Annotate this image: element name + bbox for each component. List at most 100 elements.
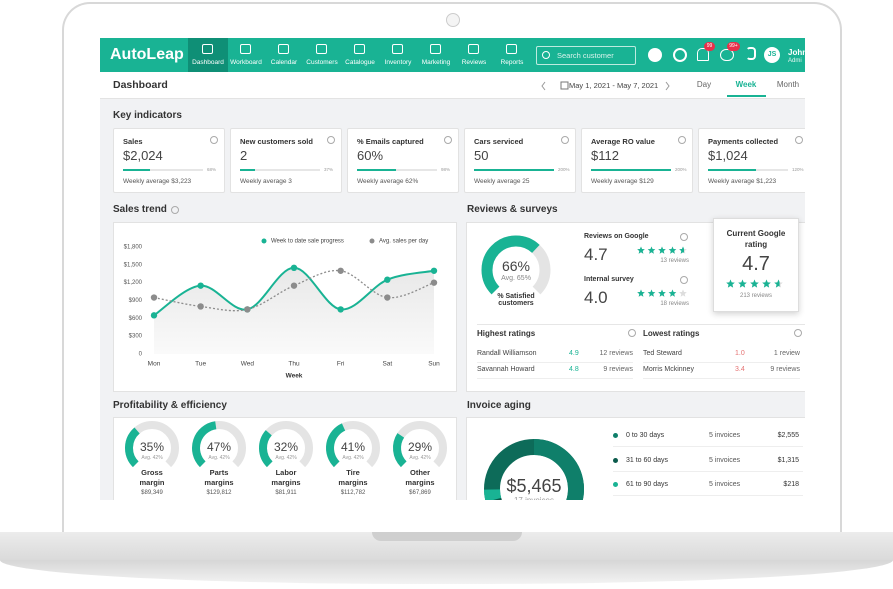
card-count: 213 reviews (739, 293, 772, 299)
review-count: 18 reviews (660, 301, 689, 307)
gauge-avg: Avg. 42% (342, 455, 364, 461)
star (637, 289, 645, 297)
reviewer-rating: 4.8 (569, 366, 579, 373)
progress-track (357, 169, 437, 171)
nav-item[interactable]: Reports (500, 59, 524, 66)
time-tab[interactable]: Week (735, 80, 757, 89)
row-divider (613, 446, 803, 447)
aging-range: 61 to 90 days (626, 481, 669, 488)
search-icon (542, 51, 550, 59)
nav-item[interactable]: Workboard (230, 59, 262, 66)
reviewer-rating: 3.4 (735, 366, 745, 373)
progress-label: 200% (675, 167, 687, 172)
current-rating-card: Current Google rating 4.7 213 reviews (713, 218, 799, 312)
kpi-average: Weekly average 25 (474, 178, 530, 185)
margin-name: Labor margins (271, 468, 301, 487)
avatar[interactable]: JS (764, 47, 780, 63)
star (647, 289, 656, 297)
chat-icon[interactable] (720, 49, 734, 61)
search-placeholder: Search customer (557, 51, 614, 60)
settings-icon[interactable] (673, 48, 687, 62)
nav-icon (278, 44, 289, 54)
nav-item[interactable]: Reviews (461, 59, 487, 66)
kpi-card: % Emails captured 60% 98% Weekly average 62… (347, 128, 459, 193)
kpi-card: Average RO value $112 200% Weekly average $… (581, 128, 693, 193)
star (762, 279, 771, 288)
search-box[interactable]: Search customer (536, 46, 636, 65)
point (337, 306, 344, 313)
nav-icon (316, 44, 327, 54)
line-chart: 0 $300 $600 $900 $1,200 $1,500 $1,800 Mon Tue Wed… (124, 238, 440, 380)
screen: AutoLeap Dashboard Workboard Calendar Custom… (100, 38, 805, 500)
nav-icon (240, 44, 251, 54)
progress-fill (474, 169, 554, 171)
camera (446, 13, 460, 27)
kpi-label: Cars serviced (474, 137, 524, 146)
star (668, 246, 677, 254)
reviewer-name: Savannah Howard (477, 366, 535, 373)
nav-item[interactable]: Dashboard (192, 59, 224, 66)
x-tick-label: Fri (337, 361, 345, 368)
gauge-value: 35% (139, 440, 165, 454)
reviewer-count: 1 review (773, 350, 800, 357)
date-range[interactable]: May 1, 2021 - May 7, 2021 (569, 81, 659, 90)
add-button[interactable] (648, 48, 662, 62)
info-icon (680, 276, 688, 284)
margin-amount: $112,782 (340, 490, 366, 496)
gauge-value: 32% (273, 440, 299, 454)
point (337, 267, 344, 274)
user-role: Admi (788, 58, 802, 64)
donut-segment (533, 439, 584, 500)
kpi-average: Weekly average $1,223 (708, 178, 777, 185)
time-tab[interactable]: Month (776, 80, 800, 89)
y-tick-label: $1,800 (124, 245, 143, 251)
gauge-fill (125, 427, 140, 468)
info-icon (561, 136, 569, 144)
aging-amount: $218 (783, 481, 799, 488)
laptop-lip (0, 560, 893, 584)
row-divider (643, 378, 800, 379)
y-tick-label: $1,200 (124, 280, 143, 286)
gauge-fill (259, 430, 273, 468)
invoice-total: $5,465 (506, 476, 562, 496)
nav-item[interactable]: Customers (306, 59, 338, 66)
reviewer-name: Ted Steward (643, 350, 682, 357)
nav-item[interactable]: Inventory (384, 59, 412, 66)
kpi-card: New customers sold 2 37% Weekly average 3 (230, 128, 342, 193)
date-nav-icons (541, 81, 670, 91)
logo[interactable]: AutoLeap (110, 46, 184, 63)
nav-item[interactable]: Catalogue (345, 59, 375, 66)
gauge-value: 41% (340, 440, 366, 454)
point (430, 267, 438, 274)
info-icon (628, 329, 636, 337)
donut-segment (484, 489, 502, 500)
progress-fill (240, 169, 255, 171)
bell-icon[interactable] (697, 48, 709, 61)
star (726, 279, 735, 288)
point (430, 279, 438, 286)
section-title: Key indicators (113, 110, 182, 121)
badge: 99 (704, 42, 715, 51)
x-axis-label: Week (286, 373, 303, 380)
margin-gauge (326, 421, 380, 468)
margin-amount: $67,869 (409, 490, 431, 496)
stars (637, 246, 684, 254)
star (750, 279, 759, 288)
nav-item[interactable]: Calendar (270, 59, 298, 66)
info-icon (678, 136, 686, 144)
reviewer-count: 9 reviews (603, 366, 633, 373)
info-icon (171, 206, 179, 214)
kpi-label: Average RO value (591, 137, 655, 146)
page-title: Dashboard (113, 79, 168, 91)
nav-item[interactable]: Marketing (421, 59, 451, 66)
active-tab (188, 38, 228, 72)
progress-label: 37% (324, 167, 334, 172)
aging-range: 0 to 30 days (626, 432, 665, 439)
point (290, 282, 298, 289)
help-icon[interactable] (746, 47, 756, 60)
progress-label: 98% (441, 167, 451, 172)
margin-name: Other margins (405, 468, 435, 487)
margin-gauge (393, 421, 447, 468)
y-tick-label: 0 (139, 352, 143, 358)
time-tab[interactable]: Day (696, 80, 712, 89)
